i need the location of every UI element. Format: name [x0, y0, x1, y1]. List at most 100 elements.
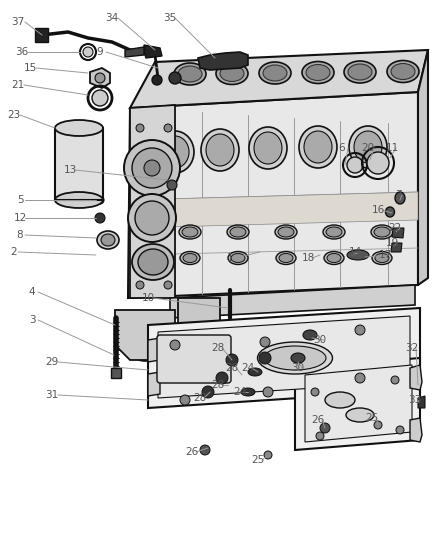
- Text: 15: 15: [23, 63, 37, 73]
- Ellipse shape: [347, 250, 369, 260]
- Circle shape: [164, 281, 172, 289]
- Polygon shape: [410, 365, 422, 390]
- Ellipse shape: [323, 225, 345, 239]
- Polygon shape: [90, 68, 110, 88]
- Ellipse shape: [327, 254, 341, 262]
- Ellipse shape: [372, 252, 392, 264]
- Text: 36: 36: [15, 47, 28, 57]
- Circle shape: [170, 340, 180, 350]
- Ellipse shape: [231, 254, 245, 262]
- Circle shape: [355, 325, 365, 335]
- Circle shape: [135, 201, 169, 235]
- Ellipse shape: [183, 254, 197, 262]
- Circle shape: [152, 75, 162, 85]
- Circle shape: [260, 337, 270, 347]
- Ellipse shape: [101, 234, 115, 246]
- Ellipse shape: [228, 252, 248, 264]
- Polygon shape: [418, 396, 425, 408]
- Ellipse shape: [248, 368, 262, 376]
- Ellipse shape: [180, 252, 200, 264]
- Text: 22: 22: [389, 223, 402, 233]
- Text: 5: 5: [17, 195, 23, 205]
- Ellipse shape: [201, 129, 239, 171]
- Ellipse shape: [220, 66, 244, 82]
- Circle shape: [216, 372, 228, 384]
- Polygon shape: [115, 310, 175, 360]
- Text: 19: 19: [385, 238, 399, 248]
- Text: 32: 32: [406, 343, 419, 353]
- Ellipse shape: [182, 227, 198, 237]
- Circle shape: [374, 421, 382, 429]
- Ellipse shape: [304, 131, 332, 163]
- Ellipse shape: [259, 62, 291, 84]
- Ellipse shape: [138, 249, 168, 275]
- Text: 9: 9: [97, 47, 103, 57]
- Text: 6: 6: [339, 143, 345, 153]
- Text: 18: 18: [301, 253, 314, 263]
- Ellipse shape: [375, 254, 389, 262]
- Ellipse shape: [326, 227, 342, 237]
- Circle shape: [169, 72, 181, 84]
- Polygon shape: [128, 92, 418, 298]
- Text: 26: 26: [311, 415, 325, 425]
- Ellipse shape: [263, 65, 287, 81]
- Text: 11: 11: [385, 143, 399, 153]
- Circle shape: [320, 423, 330, 433]
- Text: 33: 33: [408, 395, 422, 405]
- Polygon shape: [418, 50, 428, 285]
- Circle shape: [264, 451, 272, 459]
- Polygon shape: [144, 45, 162, 58]
- Text: 34: 34: [106, 13, 119, 23]
- Ellipse shape: [264, 346, 326, 370]
- Ellipse shape: [230, 227, 246, 237]
- Circle shape: [136, 124, 144, 132]
- Circle shape: [200, 445, 210, 455]
- Ellipse shape: [374, 227, 390, 237]
- Ellipse shape: [279, 254, 293, 262]
- Text: 31: 31: [46, 390, 59, 400]
- Polygon shape: [295, 358, 420, 450]
- Text: 29: 29: [46, 357, 59, 367]
- Circle shape: [316, 432, 324, 440]
- Ellipse shape: [387, 61, 419, 83]
- Polygon shape: [130, 105, 175, 298]
- Circle shape: [124, 140, 180, 196]
- Polygon shape: [35, 28, 48, 42]
- Text: 1: 1: [227, 253, 233, 263]
- Polygon shape: [392, 228, 404, 238]
- Text: 16: 16: [371, 205, 385, 215]
- Circle shape: [95, 73, 105, 83]
- Polygon shape: [125, 47, 144, 57]
- Circle shape: [180, 395, 190, 405]
- Circle shape: [128, 194, 176, 242]
- Ellipse shape: [254, 132, 282, 164]
- Circle shape: [263, 387, 273, 397]
- Text: 10: 10: [141, 293, 155, 303]
- Circle shape: [396, 426, 404, 434]
- Ellipse shape: [291, 353, 305, 363]
- Circle shape: [167, 180, 177, 190]
- Ellipse shape: [354, 131, 382, 163]
- Ellipse shape: [346, 408, 374, 422]
- Polygon shape: [410, 418, 422, 442]
- Polygon shape: [148, 338, 160, 362]
- Ellipse shape: [97, 231, 119, 249]
- Circle shape: [259, 352, 271, 364]
- Polygon shape: [158, 316, 410, 398]
- FancyBboxPatch shape: [157, 335, 231, 383]
- Text: 37: 37: [11, 17, 25, 27]
- Circle shape: [96, 196, 104, 204]
- Ellipse shape: [395, 192, 405, 204]
- Text: 23: 23: [7, 110, 21, 120]
- Ellipse shape: [179, 225, 201, 239]
- Circle shape: [164, 124, 172, 132]
- Circle shape: [202, 386, 214, 398]
- Ellipse shape: [206, 134, 234, 166]
- Polygon shape: [148, 372, 160, 396]
- Ellipse shape: [349, 126, 387, 168]
- Text: 7: 7: [395, 190, 401, 200]
- Ellipse shape: [132, 244, 174, 280]
- Text: 25: 25: [251, 455, 265, 465]
- Circle shape: [95, 213, 105, 223]
- Ellipse shape: [299, 126, 337, 168]
